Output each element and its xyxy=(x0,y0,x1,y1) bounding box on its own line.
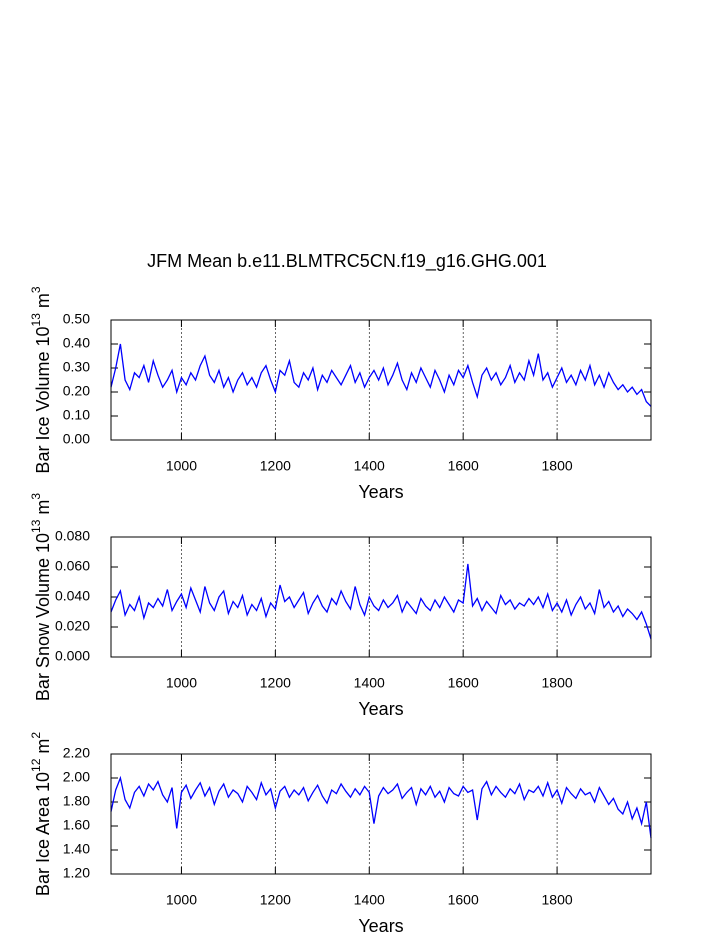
y-tick-label: 0.40 xyxy=(63,335,90,351)
x-tick-label: 1200 xyxy=(260,892,291,908)
x-tick-label: 1400 xyxy=(354,458,385,474)
x-tick-label: 1000 xyxy=(166,892,197,908)
y-tick-label: 0.20 xyxy=(63,383,90,399)
data-line xyxy=(110,343,652,407)
x-tick-label: 1000 xyxy=(166,458,197,474)
y-axis-title: Bar Ice Volume 1013 m3 xyxy=(29,286,53,473)
y-axis-title-power: 13 xyxy=(29,519,43,533)
plot-frame xyxy=(110,753,652,875)
x-tick-label: 1800 xyxy=(542,892,573,908)
chart-title: JFM Mean b.e11.BLMTRC5CN.f19_g16.GHG.001 xyxy=(147,251,547,272)
y-tick-label: 0.000 xyxy=(55,648,90,664)
x-tick-label: 1600 xyxy=(448,892,479,908)
y-tick-label: 0.080 xyxy=(55,528,90,544)
y-tick-label: 0.30 xyxy=(63,359,90,375)
x-tick-label: 1000 xyxy=(166,675,197,691)
y-tick-label: 0.060 xyxy=(55,558,90,574)
plot-frame xyxy=(110,319,652,441)
y-tick-label: 0.00 xyxy=(63,431,90,447)
y-axis-title-unit: m xyxy=(33,293,53,308)
y-tick-label: 2.20 xyxy=(63,745,90,761)
x-axis-title: Years xyxy=(358,482,403,502)
y-axis-title: Bar Ice Area 1012 m2 xyxy=(29,732,53,896)
x-tick-label: 1400 xyxy=(354,675,385,691)
x-tick-label: 1600 xyxy=(448,675,479,691)
y-axis-title-unit-power: 3 xyxy=(29,286,43,293)
x-tick-label: 1200 xyxy=(260,458,291,474)
y-axis-title-unit: m xyxy=(33,739,53,754)
x-tick-label: 1800 xyxy=(542,675,573,691)
y-axis-title-power: 13 xyxy=(29,313,43,327)
x-tick-label: 1200 xyxy=(260,675,291,691)
y-tick-label: 1.40 xyxy=(63,841,90,857)
y-axis-title-text: Bar Snow Volume 10 xyxy=(33,533,53,701)
x-axis-title: Years xyxy=(358,699,403,719)
y-tick-label: 1.60 xyxy=(63,817,90,833)
y-axis-title-unit-power: 2 xyxy=(29,732,43,739)
x-tick-label: 1600 xyxy=(448,458,479,474)
y-tick-label: 1.20 xyxy=(63,865,90,881)
y-tick-label: 2.00 xyxy=(63,769,90,785)
y-tick-label: 0.020 xyxy=(55,618,90,634)
y-tick-label: 0.10 xyxy=(63,407,90,423)
y-axis-title-text: Bar Ice Area 10 xyxy=(33,772,53,896)
x-axis-title: Years xyxy=(358,916,403,935)
data-line xyxy=(110,775,652,839)
y-axis-title: Bar Snow Volume 1013 m3 xyxy=(29,493,53,701)
y-tick-label: 1.80 xyxy=(63,793,90,809)
y-tick-label: 0.040 xyxy=(55,588,90,604)
x-tick-label: 1800 xyxy=(542,458,573,474)
y-axis-title-unit: m xyxy=(33,500,53,515)
y-axis-title-text: Bar Ice Volume 10 xyxy=(33,326,53,473)
y-axis-title-power: 12 xyxy=(29,758,43,772)
x-tick-label: 1400 xyxy=(354,892,385,908)
plot-frame xyxy=(110,536,652,658)
y-axis-title-unit-power: 3 xyxy=(29,493,43,500)
y-tick-label: 0.50 xyxy=(63,311,90,327)
data-line xyxy=(110,563,652,640)
